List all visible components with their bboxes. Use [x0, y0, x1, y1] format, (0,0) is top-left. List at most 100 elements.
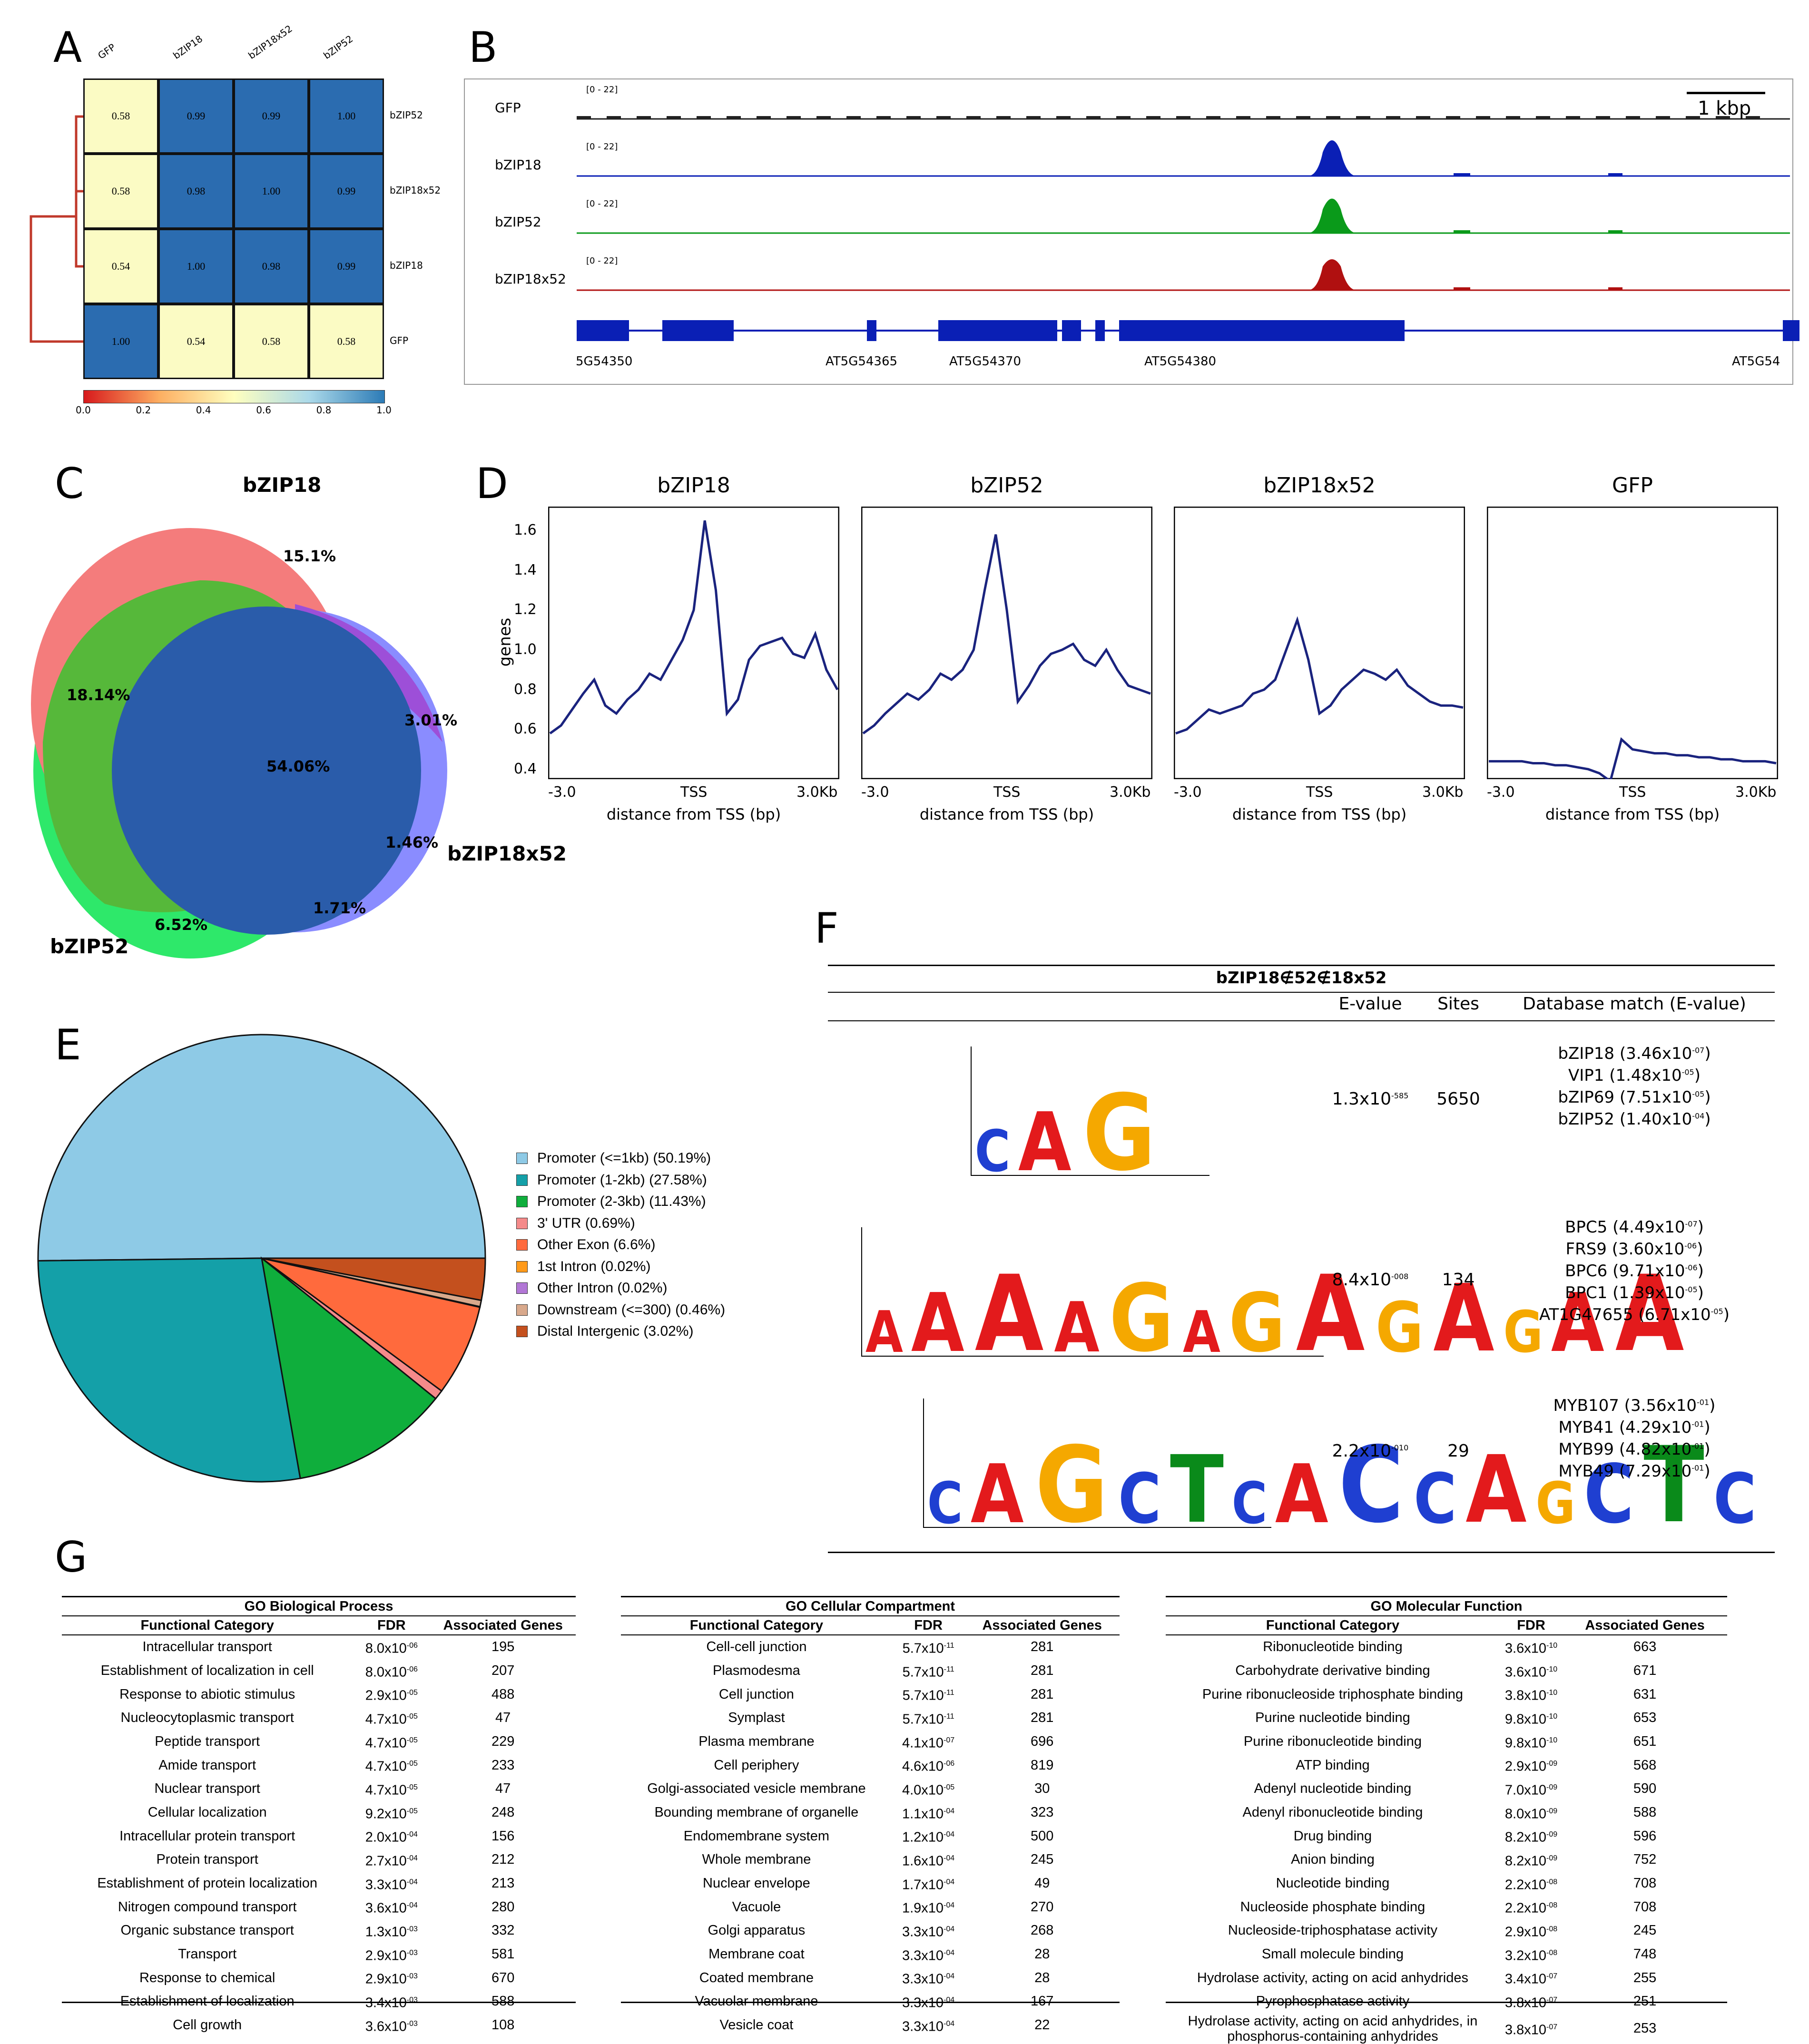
go-row: Vesicle coat 3.3x10-04 22	[621, 2014, 1120, 2037]
panel-label-d: D	[476, 459, 508, 508]
go-fdr: 3.3x10-04	[892, 1966, 965, 1990]
go-row: Cell junction 5.7x10-11 281	[621, 1682, 1120, 1706]
legend-item: Promoter (2-3kb) (11.43%)	[516, 1193, 706, 1210]
go-fdr: 5.7x10-11	[892, 1682, 965, 1706]
motif-db-match: BPC6 (9.71x10-06)	[1504, 1262, 1765, 1281]
panel-label-b: B	[469, 23, 498, 72]
go-category: Amide transport	[158, 1757, 256, 1773]
go-genes: 748	[1633, 1946, 1657, 1962]
legend-label: Distal Intergenic (3.02%)	[537, 1323, 694, 1339]
go-fdr-base: 3.3x10	[365, 1877, 407, 1893]
venn-title-bzip18: bZIP18	[243, 473, 322, 497]
go-fdr: 4.7x10-05	[353, 1777, 430, 1801]
colorbar-tick: 0.0	[76, 404, 91, 416]
go-fdr: 1.1x10-04	[892, 1801, 965, 1825]
track-noise	[1356, 116, 1370, 119]
track-noise	[787, 116, 801, 119]
go-category: Intracellular transport	[142, 1639, 272, 1655]
legend-item: Other Exon (6.6%)	[516, 1237, 655, 1253]
go-fdr: 4.7x10-05	[353, 1706, 430, 1730]
go-fdr: 1.7x10-04	[892, 1872, 965, 1896]
venn-pct-all: 54.06%	[266, 757, 330, 775]
track-minor-peak	[1454, 173, 1470, 176]
d-xtick: 3.0Kb	[796, 784, 838, 801]
track-noise	[1056, 116, 1071, 119]
go-category: ATP binding	[1296, 1757, 1370, 1773]
go-fdr-exp: -03	[406, 1925, 418, 1933]
go-category: Purine ribonucleoside triphosphate bindi…	[1202, 1686, 1464, 1702]
track-noise	[607, 116, 621, 119]
d-xtick: TSS	[993, 784, 1021, 801]
go-fdr-base: 2.7x10	[365, 1853, 407, 1869]
motif-db-close: )	[1709, 1396, 1716, 1415]
d-xtick: 3.0Kb	[1110, 784, 1151, 801]
d-xtick: TSS	[1306, 784, 1333, 801]
go-rule-bottom	[1166, 2002, 1727, 2003]
motif-db-exp: -01	[1691, 1441, 1704, 1451]
go-category: Pyrophosphatase activity	[1256, 1994, 1410, 2009]
motif-db-exp: -07	[1692, 1046, 1705, 1055]
go-fdr: 3.4x10-03	[353, 1990, 430, 2014]
motif-db-name: MYB99 (4.82x10	[1558, 1440, 1692, 1459]
go-category: Nucleocytoplasmic transport	[120, 1710, 294, 1726]
go-title-row: GO Cellular Compartment	[621, 1597, 1120, 1616]
heatmap-cell: 0.54	[158, 304, 234, 379]
go-row: ATP binding 2.9x10-09 568	[1166, 1753, 1727, 1777]
go-category: Cellular localization	[147, 1804, 267, 1820]
d-xtick: 3.0Kb	[1735, 784, 1777, 801]
track-noise	[1746, 116, 1760, 119]
go-fdr-base: 4.7x10	[365, 1711, 407, 1727]
go-fdr-base: 8.2x10	[1504, 1829, 1546, 1845]
go-fdr-exp: -10	[1546, 1712, 1558, 1721]
go-table: GO Molecular Function Functional Category…	[1166, 1597, 1727, 2044]
track-noise	[1596, 116, 1610, 119]
heatmap-cell: 0.99	[309, 229, 384, 304]
gene-label: AT5G54380	[1144, 354, 1217, 369]
go-fdr-exp: -11	[944, 1689, 954, 1697]
motif-evalue-exp: -585	[1391, 1091, 1409, 1100]
go-category: Adenyl ribonucleotide binding	[1242, 1804, 1423, 1820]
motif-letter: A	[1275, 1447, 1328, 1542]
go-genes: 268	[1031, 1923, 1054, 1938]
go-category: Carbohydrate derivative binding	[1235, 1663, 1430, 1678]
go-fdr: 3.6x10-10	[1500, 1635, 1563, 1659]
go-fdr-exp: -04	[944, 1854, 955, 1862]
go-fdr-base: 9.2x10	[365, 1806, 407, 1822]
d-xtick: TSS	[1619, 784, 1646, 801]
track-peak	[1308, 198, 1356, 233]
motif-sites: 134	[1442, 1270, 1475, 1290]
go-category: Vacuolar membrane	[695, 1994, 818, 2009]
f-header-db: Database match (E-value)	[1523, 994, 1746, 1014]
go-fdr-exp: -05	[406, 1736, 418, 1744]
go-genes: 671	[1633, 1663, 1657, 1678]
go-fdr-base: 4.6x10	[902, 1759, 944, 1774]
motif-db-name: MYB107 (3.56x10	[1553, 1396, 1697, 1415]
go-category: Nucleoside-triphosphatase activity	[1228, 1923, 1437, 1938]
go-fdr-exp: -03	[406, 1995, 418, 2004]
motif-db-close: )	[1694, 1066, 1701, 1085]
motif-letter: A	[1465, 1436, 1527, 1544]
motif-db-exp: -01	[1697, 1398, 1710, 1407]
motif-evalue-base: 1.3x10	[1332, 1089, 1392, 1109]
go-category: Cell junction	[718, 1686, 794, 1702]
motif-db-exp: -04	[1692, 1111, 1705, 1121]
go-header-genes: Associated Genes	[982, 1618, 1102, 1633]
track-noise	[1626, 116, 1640, 119]
track-noise	[1176, 116, 1190, 119]
track-label: bZIP52	[495, 214, 541, 230]
go-fdr-base: 3.8x10	[1504, 1688, 1546, 1703]
go-fdr-exp: -04	[944, 1901, 955, 1910]
track-noise	[996, 116, 1011, 119]
motif-letter: A	[865, 1300, 903, 1366]
legend-swatch	[516, 1196, 528, 1207]
track-noise	[1536, 116, 1550, 119]
go-fdr: 3.3x10-04	[892, 1990, 965, 2014]
go-row: Intracellular transport 8.0x10-06 195	[62, 1635, 576, 1659]
go-genes: 708	[1633, 1899, 1657, 1915]
go-fdr: 3.8x10-07	[1500, 2014, 1563, 2044]
go-fdr: 4.7x10-05	[353, 1753, 430, 1777]
go-fdr-base: 3.6x10	[365, 1900, 407, 1916]
legend-item: Distal Intergenic (3.02%)	[516, 1323, 693, 1340]
motif-db-close: )	[1704, 1440, 1711, 1459]
d-plot-frame	[1174, 507, 1465, 779]
